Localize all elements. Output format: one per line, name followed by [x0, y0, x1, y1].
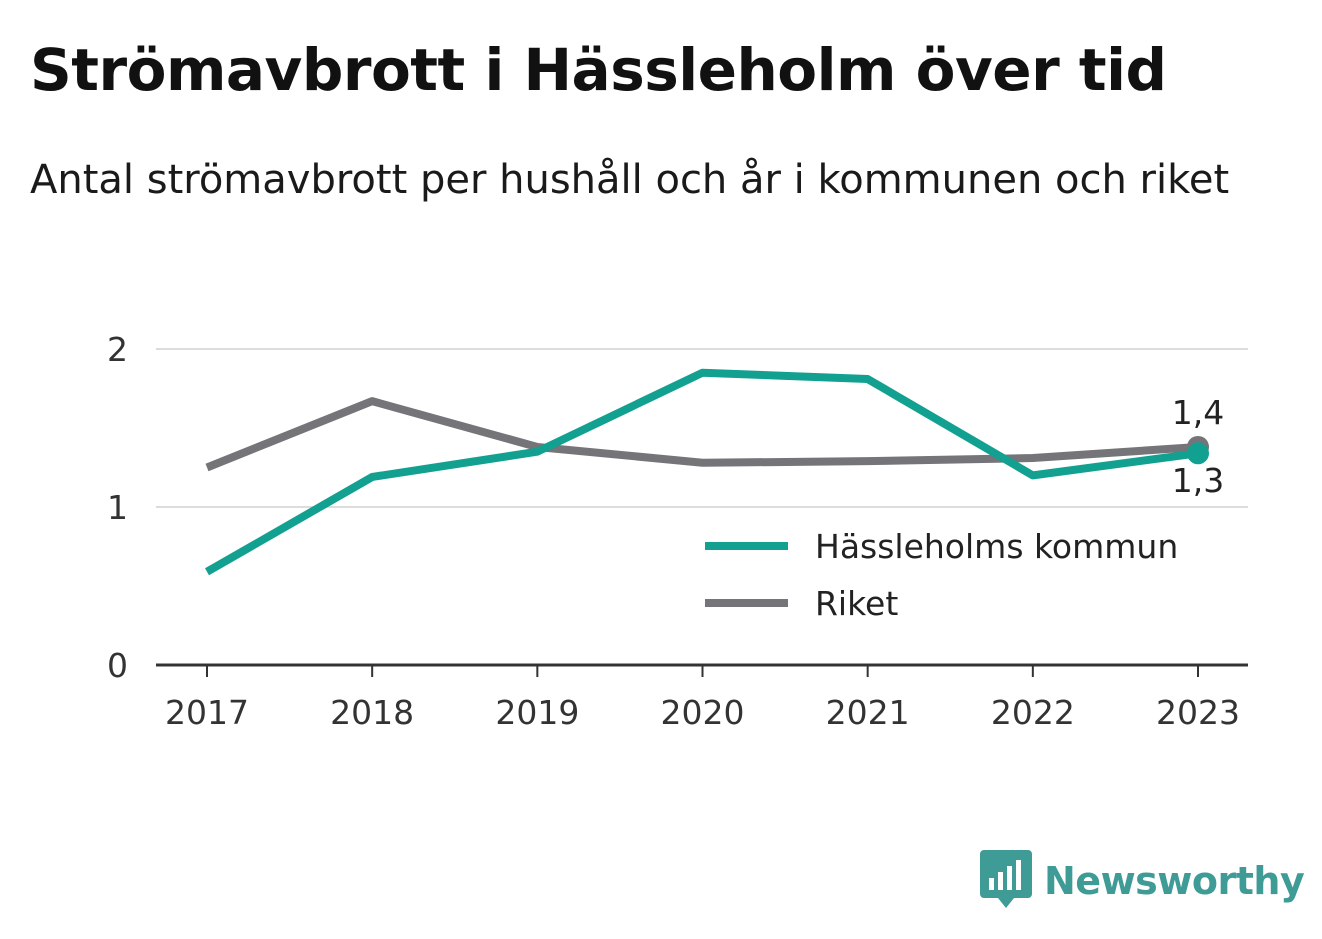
series-lines [205, 368, 1199, 576]
series-line [205, 397, 1199, 472]
legend-label-riket: Riket [815, 584, 898, 623]
brand-name: Newsworthy [1044, 859, 1305, 903]
y-axis-ticks: 0 1 2 [107, 330, 128, 685]
bar-chart-logo-icon [980, 848, 1032, 914]
y-tick-label: 2 [107, 330, 128, 369]
chart-subtitle: Antal strömavbrott per hushåll och år i … [30, 157, 1230, 203]
series-endpoint-marker [1187, 442, 1209, 465]
legend-label-hassleholm: Hässleholms kommun [815, 527, 1178, 566]
x-tick-label: 2020 [661, 693, 745, 732]
x-tick-label: 2023 [1156, 693, 1240, 732]
x-tick-label: 2021 [826, 693, 910, 732]
x-axis-ticks: 2017 2018 2019 2020 2021 2022 2023 [165, 665, 1240, 732]
y-tick-label: 1 [107, 488, 128, 527]
end-label-riket: 1,4 [1172, 393, 1224, 432]
series-endpoints [1187, 435, 1209, 465]
gridlines [156, 348, 1248, 508]
x-tick-label: 2017 [165, 693, 249, 732]
x-tick-label: 2018 [330, 693, 414, 732]
x-tick-label: 2022 [991, 693, 1075, 732]
newsworthy-logo: Newsworthy [980, 848, 1305, 914]
series-line [205, 368, 1199, 576]
chart-title: Strömavbrott i Hässleholm över tid [30, 36, 1167, 104]
y-tick-label: 0 [107, 646, 128, 685]
legend: Hässleholms kommun Riket [705, 527, 1178, 623]
x-tick-label: 2019 [495, 693, 579, 732]
end-label-hassleholm: 1,3 [1172, 461, 1224, 500]
